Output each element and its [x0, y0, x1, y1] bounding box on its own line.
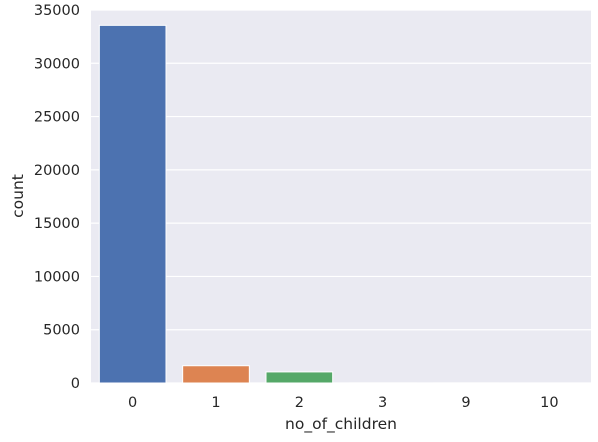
x-tick-label: 10: [540, 395, 558, 411]
y-tick-label: 10000: [34, 269, 80, 285]
bar-0: [98, 24, 167, 384]
y-tick-labels: 0 5000 10000 15000 20000 25000 30000 35000: [34, 3, 80, 392]
bar-1: [182, 365, 250, 384]
x-tick-labels: 0 1 2 3 9 10: [128, 395, 559, 411]
x-tick-label: 0: [128, 395, 137, 411]
x-tick-label: 9: [461, 395, 470, 411]
y-tick-label: 5000: [43, 323, 80, 339]
y-gridlines: [91, 9, 591, 384]
y-tick-label: 20000: [34, 163, 80, 179]
plot-area: [91, 10, 591, 383]
y-tick-label: 0: [71, 376, 80, 392]
bars: [98, 24, 584, 384]
x-tick-label: 2: [295, 395, 304, 411]
x-axis-label: no_of_children: [285, 415, 397, 434]
y-tick-label: 30000: [34, 56, 80, 72]
y-axis-label: count: [9, 174, 27, 218]
y-tick-label: 25000: [34, 110, 80, 126]
x-tick-label: 3: [378, 395, 387, 411]
y-tick-label: 35000: [34, 3, 80, 19]
y-tick-label: 15000: [34, 216, 80, 232]
x-tick-label: 1: [211, 395, 220, 411]
bar-2: [265, 371, 334, 384]
